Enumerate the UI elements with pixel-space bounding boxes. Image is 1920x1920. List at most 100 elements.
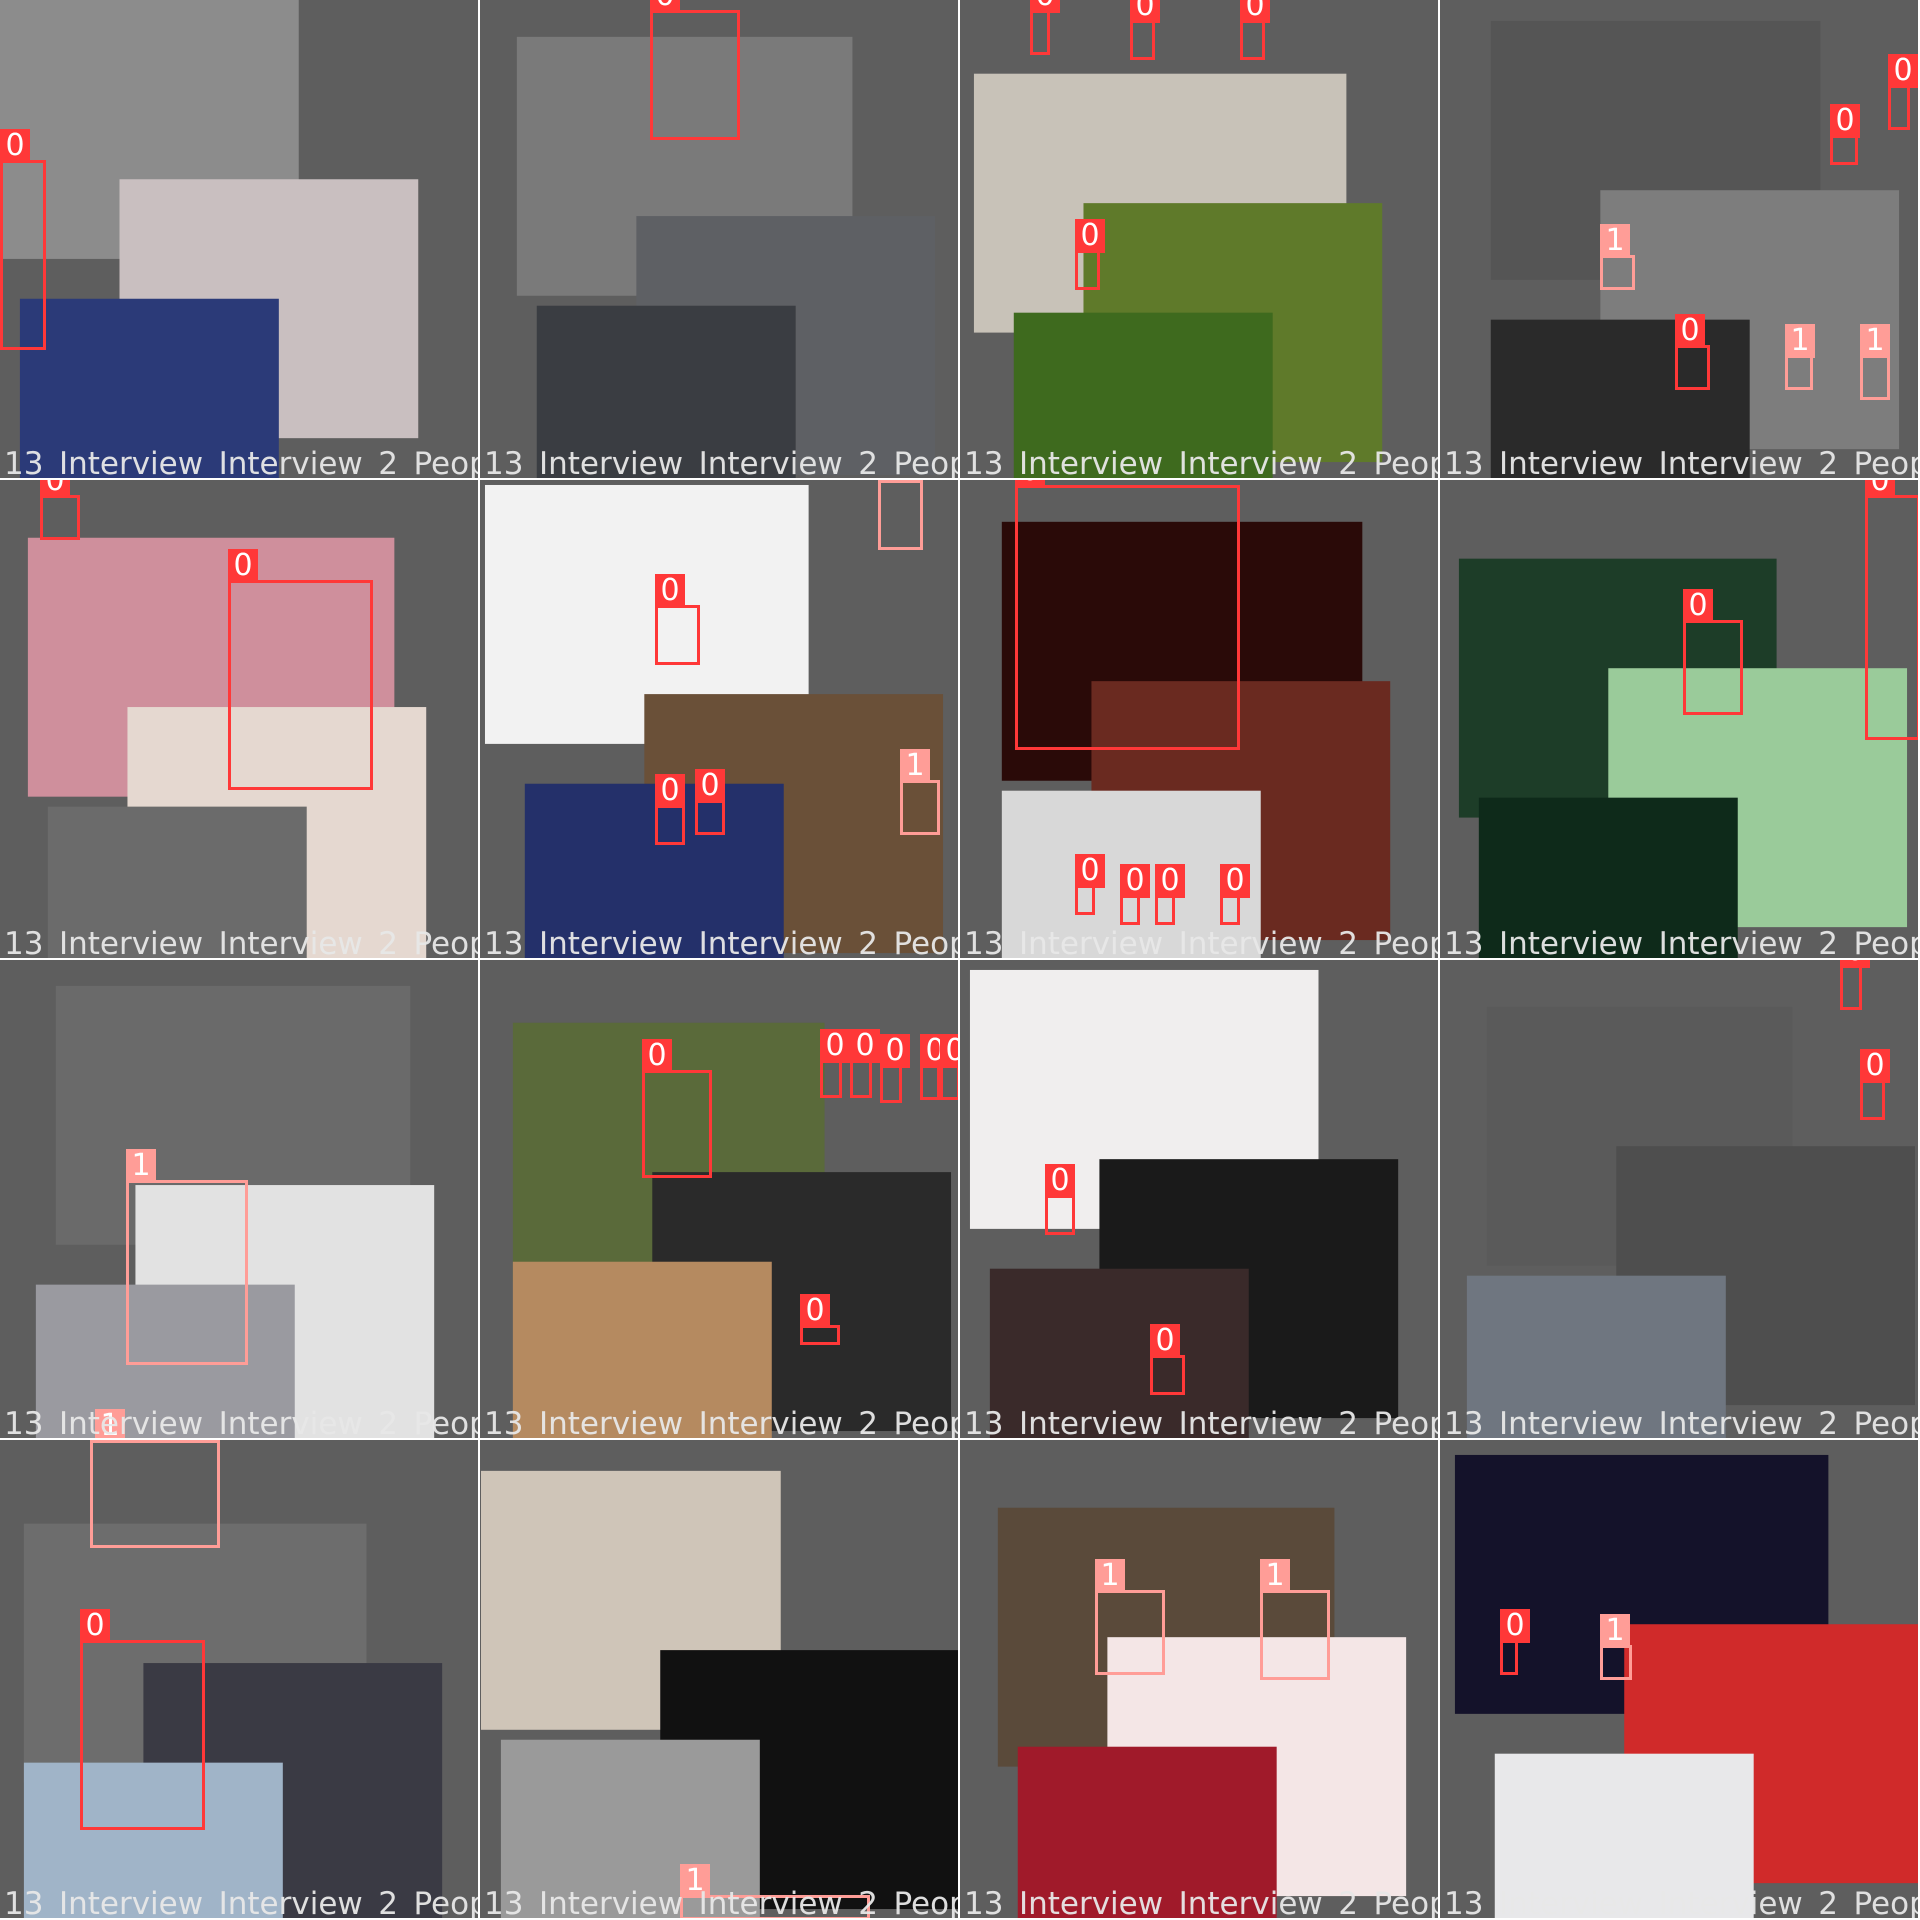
detection-box: 0 — [80, 1609, 205, 1830]
class-label: 0 — [642, 1039, 672, 1073]
mosaic-tile-t21: 0000000013_Interview_Interview_2_People_… — [480, 960, 960, 1440]
photo-region — [1013, 312, 1273, 478]
class-label: 0 — [820, 1029, 850, 1063]
tile-photo — [0, 960, 478, 1438]
tile-filename: 13_Interview_Interview_2_People_Visible — [1444, 926, 1920, 960]
tile-photo — [960, 960, 1438, 1438]
photo-region — [512, 1261, 772, 1438]
mosaic-tile-t22: 0 0 13_Interview_Interview_2_People_Visibl… — [960, 960, 1440, 1440]
detection-box: 0 — [40, 480, 80, 540]
detection-box: 0 — [1155, 864, 1185, 925]
detection-box: 0 — [695, 769, 725, 835]
class-label: 1 — [1785, 324, 1815, 358]
class-label: 1 — [1095, 1559, 1125, 1593]
tile-photo — [480, 1440, 958, 1918]
detection-box: 0 — [800, 1294, 840, 1345]
photo-region — [1478, 797, 1738, 958]
tile-filename: 13_Interview_Interview_2_People_Visible — [4, 926, 480, 960]
mosaic-tile-t31: 113_Interview_Interview_2_People_Visible — [480, 1440, 960, 1920]
photo-region — [47, 806, 307, 958]
class-label: 0 — [1130, 0, 1160, 23]
detection-box: 0 — [655, 774, 685, 845]
detection-box: 0 — [1675, 314, 1710, 390]
tile-photo — [1440, 480, 1918, 958]
detection-box: 0 — [1220, 864, 1250, 925]
photo-region — [536, 305, 796, 478]
class-label: 0 — [655, 774, 685, 808]
class-label: 1 — [878, 480, 908, 483]
detection-box: 0 — [1840, 960, 1870, 1010]
detection-box: 1 — [1785, 324, 1815, 390]
tile-filename: 13_Interview_Interview_2_People_Visible — [1444, 1406, 1920, 1440]
class-label: 0 — [1865, 480, 1895, 498]
class-label: 0 — [655, 574, 685, 608]
class-label: 0 — [1045, 1164, 1075, 1198]
tile-photo — [480, 0, 958, 478]
detection-box: 0 — [1015, 480, 1240, 750]
tile-filename: 13_Interview_Interview_2_People_Visible — [964, 926, 1440, 960]
detection-box: 0 — [1500, 1609, 1530, 1675]
mosaic-tile-t12: 0000013_Interview_Interview_2_People_Vis… — [960, 480, 1440, 960]
mosaic-tile-t01: 0 13_Interview_Interview_2_People_Visible — [480, 0, 960, 480]
tile-filename: 13_Interview_Interview_2_People_Visible — [484, 1886, 960, 1920]
class-label: 0 — [850, 1029, 880, 1063]
class-label: 1 — [1600, 1614, 1630, 1648]
photo-region — [19, 298, 279, 478]
detection-box: 0 — [850, 1029, 880, 1098]
tile-photo — [1440, 960, 1918, 1438]
detection-box: 0 — [1130, 0, 1160, 60]
detection-box: 1 — [1600, 224, 1635, 290]
class-label: 1 — [126, 1149, 156, 1183]
class-label: 0 — [1240, 0, 1270, 23]
class-label: 0 — [1675, 314, 1705, 348]
detection-box: 1 — [680, 1864, 870, 1918]
class-label: 0 — [228, 549, 258, 583]
class-label: 0 — [1888, 54, 1918, 88]
class-label: 1 — [1860, 324, 1890, 358]
detection-box: 0 — [1120, 864, 1150, 925]
tile-filename: 13_Interview_Interview_2_People_Visible — [964, 1406, 1440, 1440]
class-label: 0 — [1120, 864, 1150, 898]
mosaic-tile-t20: 1113_Interview_Interview_2_People_Visibl… — [0, 960, 480, 1440]
detection-box: 0 — [920, 1034, 950, 1100]
class-label: 1 — [900, 749, 930, 783]
photo-region — [524, 783, 784, 958]
class-label: 0 — [940, 1034, 958, 1068]
mosaic-tile-t10: 0 0 13_Interview_Interview_2_People_Visibl… — [0, 480, 480, 960]
tile-filename: 13_Interview_Interview_2_People_Visible — [1444, 446, 1920, 480]
class-label: 1 — [1600, 224, 1630, 258]
mosaic-tile-t23: 0 0 13_Interview_Interview_2_People_Visibl… — [1440, 960, 1920, 1440]
detection-box: 0 — [655, 574, 700, 665]
detection-box: 0 — [1240, 0, 1270, 60]
detection-box: 0 — [1045, 1164, 1075, 1235]
photo-region — [989, 1268, 1249, 1438]
tile-filename: 13_Interview_Interview_2_People_Visible — [4, 1406, 480, 1440]
mosaic-tile-t00: 0 13_Interview_Interview_2_People_Visible — [0, 0, 480, 480]
detection-box: 1 — [126, 1149, 248, 1365]
tile-photo — [480, 960, 958, 1438]
class-label: 0 — [1683, 589, 1713, 623]
detection-box: 0 — [228, 549, 373, 790]
class-label: 0 — [1220, 864, 1250, 898]
class-label: 0 — [1030, 0, 1060, 13]
detection-box: 0 — [1075, 854, 1105, 915]
class-label: 0 — [1075, 219, 1105, 253]
detection-box: 0 — [1865, 480, 1918, 740]
class-label: 0 — [1015, 480, 1045, 488]
class-label: 0 — [1830, 104, 1860, 138]
photo-region — [35, 1284, 295, 1438]
detection-box: 0 — [880, 1034, 910, 1103]
class-label: 1 — [1260, 1559, 1290, 1593]
detection-box: 1 — [1260, 1559, 1330, 1680]
detection-box: 1 — [878, 480, 923, 550]
mosaic-tile-t03: 00101113_Interview_Interview_2_People_Vi… — [1440, 0, 1920, 480]
detection-box: 0 — [1830, 104, 1860, 165]
class-label: 1 — [90, 1440, 120, 1443]
detection-box: 1 — [1860, 324, 1890, 400]
detection-box: 0 — [1683, 589, 1743, 715]
photo-region — [1017, 1746, 1277, 1918]
class-label: 0 — [800, 1294, 830, 1328]
tile-photo — [960, 480, 1438, 958]
detection-box: 0 — [650, 0, 740, 140]
tile-filename: 13_Interview_Interview_2_People_Visible — [484, 1406, 960, 1440]
